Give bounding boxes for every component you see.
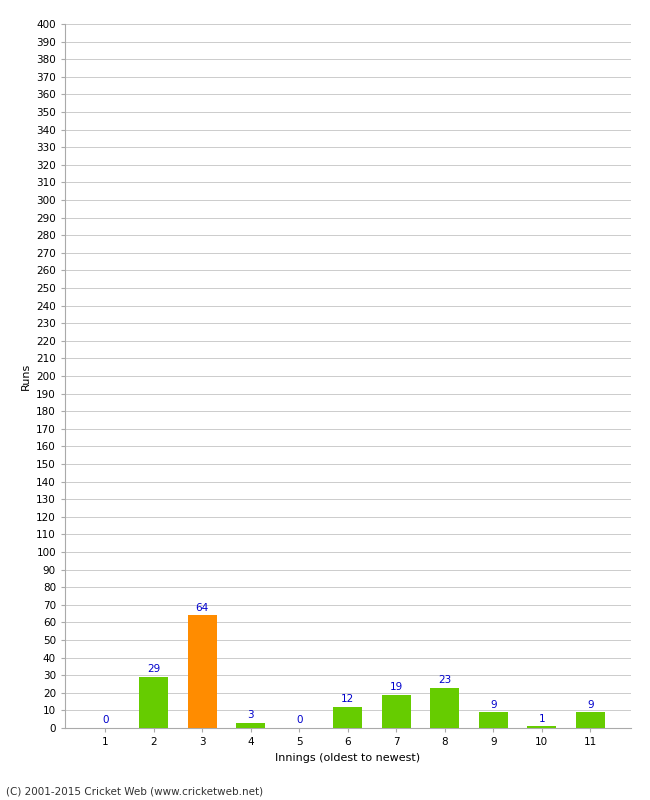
- Text: (C) 2001-2015 Cricket Web (www.cricketweb.net): (C) 2001-2015 Cricket Web (www.cricketwe…: [6, 786, 264, 796]
- Bar: [236, 722, 265, 728]
- Bar: [188, 615, 217, 728]
- Text: 1: 1: [538, 714, 545, 724]
- Text: 29: 29: [147, 664, 161, 674]
- Text: 12: 12: [341, 694, 354, 704]
- Text: 0: 0: [102, 715, 109, 726]
- Bar: [382, 694, 411, 728]
- Bar: [139, 677, 168, 728]
- Text: 9: 9: [490, 699, 497, 710]
- Text: 0: 0: [296, 715, 302, 726]
- Text: 19: 19: [389, 682, 403, 692]
- Text: 9: 9: [587, 699, 593, 710]
- Text: 23: 23: [438, 675, 451, 685]
- Bar: [478, 712, 508, 728]
- Text: 64: 64: [196, 602, 209, 613]
- Bar: [430, 687, 460, 728]
- Y-axis label: Runs: Runs: [21, 362, 31, 390]
- Bar: [576, 712, 604, 728]
- Bar: [527, 726, 556, 728]
- X-axis label: Innings (oldest to newest): Innings (oldest to newest): [275, 753, 421, 762]
- Bar: [333, 707, 362, 728]
- Text: 3: 3: [248, 710, 254, 720]
